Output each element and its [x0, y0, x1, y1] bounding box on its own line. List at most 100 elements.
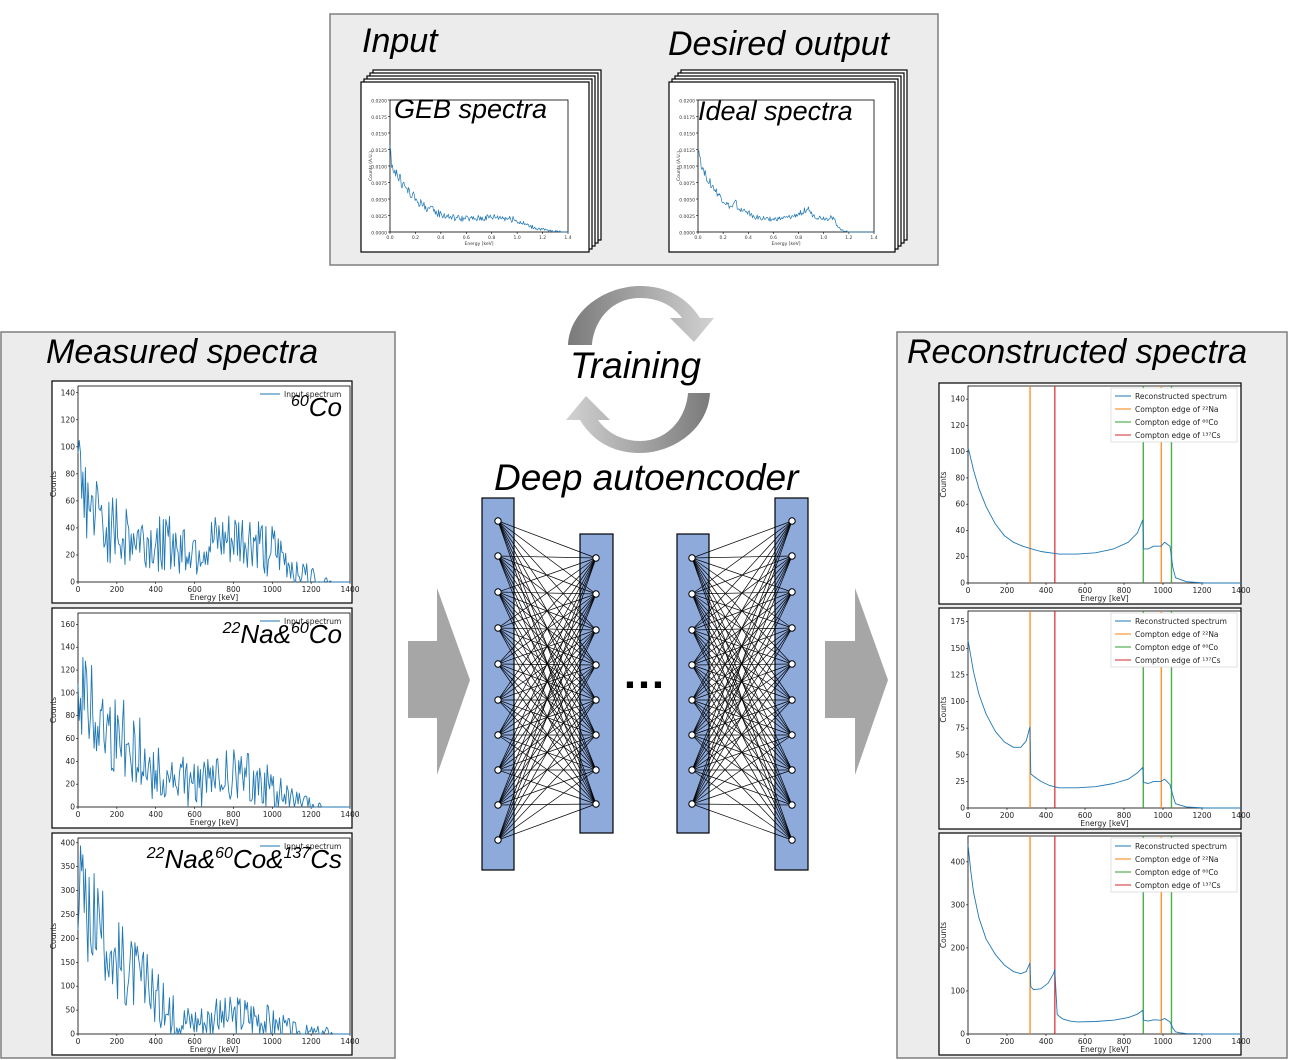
- y-axis-label: Counts: [939, 696, 948, 722]
- x-tick-label: 600: [1078, 1037, 1093, 1046]
- y-tick-label: 0.0000: [371, 231, 387, 237]
- network-connection: [691, 803, 793, 806]
- reconstructed-spectra-title: Reconstructed spectra: [907, 333, 1247, 371]
- network-node: [688, 590, 696, 598]
- network-connection: [497, 557, 597, 593]
- y-tick-label: 150: [61, 958, 76, 967]
- y-tick-label: 140: [61, 388, 76, 397]
- y-tick-label: 140: [61, 643, 76, 652]
- network-node: [592, 626, 600, 634]
- y-axis-label: Counts (A.U.): [676, 151, 682, 181]
- network-node: [494, 552, 502, 560]
- geb-spectra-label: GEB spectra: [394, 94, 547, 124]
- x-tick-label: 200: [110, 585, 125, 594]
- x-tick-label: 0.0: [386, 235, 393, 241]
- network-node: [788, 731, 796, 739]
- measured-spectra-title: Measured spectra: [46, 333, 318, 371]
- y-tick-label: 120: [951, 421, 966, 430]
- legend-box: [1110, 387, 1238, 443]
- network-connection: [497, 734, 597, 841]
- x-tick-label: 800: [226, 1037, 241, 1046]
- plot-frame: [77, 612, 351, 808]
- y-tick-label: 0.0175: [679, 115, 695, 121]
- network-node: [688, 661, 696, 669]
- y-tick-label: 60: [955, 500, 965, 509]
- legend-box: [1110, 612, 1238, 668]
- x-tick-label: 400: [1039, 811, 1054, 820]
- x-tick-label: 400: [149, 810, 164, 819]
- y-tick-label: 400: [61, 838, 76, 847]
- y-tick-label: 0.0075: [679, 181, 695, 187]
- x-tick-label: 1.2: [539, 235, 546, 241]
- x-tick-label: 0.4: [745, 235, 752, 241]
- input-flow-arrow-icon: [408, 588, 470, 775]
- network-connection: [691, 769, 793, 841]
- spectrum-line: [77, 439, 350, 583]
- x-tick-label: 0.6: [463, 235, 470, 241]
- y-tick-label: 60: [65, 496, 75, 505]
- y-tick-label: 100: [61, 688, 76, 697]
- legend-box: [1110, 837, 1238, 893]
- y-tick-label: 0: [960, 1030, 965, 1039]
- x-axis-label: Energy [keV]: [465, 241, 494, 247]
- spectrum-line: [967, 639, 1241, 809]
- y-axis-label: Counts (A.U.): [368, 151, 374, 181]
- x-tick-label: 1200: [1192, 586, 1211, 595]
- y-tick-label: 0.0075: [371, 181, 387, 187]
- x-tick-label: 1400: [1231, 586, 1250, 595]
- plot-frame: [77, 837, 351, 1035]
- network-connection: [497, 769, 597, 841]
- y-tick-label: 40: [65, 757, 75, 766]
- y-tick-label: 160: [61, 620, 76, 629]
- network-connection: [691, 663, 793, 771]
- geb-spectra-stack: [360, 69, 602, 253]
- desired-output-label: Desired output: [668, 25, 891, 63]
- x-tick-label: 1400: [1231, 811, 1250, 820]
- y-tick-label: 0: [70, 803, 75, 812]
- network-connection: [497, 555, 597, 559]
- x-axis-label: Energy [keV]: [1080, 819, 1128, 828]
- network-connection: [691, 803, 793, 841]
- y-tick-label: 20: [955, 552, 965, 561]
- y-tick-label: 0.0150: [371, 132, 387, 138]
- y-tick-label: 175: [951, 617, 966, 626]
- x-tick-label: 0: [76, 810, 81, 819]
- spectrum-line: [697, 149, 874, 233]
- network-connection: [497, 555, 597, 701]
- measured-spectrum-na22-co60-chart: 0 200 400 600 800 1000 1200 1400 0 20 40 60 80 100 120…: [49, 607, 360, 829]
- network-node: [788, 588, 796, 596]
- network-connection: [691, 663, 793, 805]
- x-tick-label: 1000: [263, 585, 282, 594]
- y-tick-label: 125: [951, 670, 966, 679]
- deep-autoencoder-label: Deep autoencoder: [494, 457, 800, 498]
- y-tick-label: 25: [955, 777, 965, 786]
- y-tick-label: 50: [955, 750, 965, 759]
- x-tick-label: 800: [1117, 586, 1132, 595]
- x-tick-label: 200: [1000, 1037, 1015, 1046]
- x-tick-label: 1000: [1153, 1037, 1172, 1046]
- network-connection: [691, 629, 793, 665]
- network-node: [592, 590, 600, 598]
- y-tick-label: 20: [65, 550, 75, 559]
- network-connection: [691, 663, 793, 666]
- x-tick-label: 200: [1000, 811, 1015, 820]
- x-tick-label: 0.4: [437, 235, 444, 241]
- spectrum-line: [77, 657, 350, 808]
- x-tick-label: 0: [76, 1037, 81, 1046]
- x-tick-label: 1.0: [820, 235, 827, 241]
- legend-entry: Compton edge of ¹³⁷Cs: [1135, 431, 1221, 440]
- ideal-spectra-label: Ideal spectra: [698, 96, 853, 126]
- training-cycle-icon: [566, 286, 714, 453]
- x-tick-label: 1200: [1192, 811, 1211, 820]
- network-node: [788, 660, 796, 668]
- network-node: [494, 731, 502, 739]
- network-node: [494, 517, 502, 525]
- y-tick-label: 20: [65, 780, 75, 789]
- measured-spectrum-na22-co60-cs137-chart: 0 200 400 600 800 1000 1200 1400 0 50 100 150 200 250…: [49, 832, 360, 1056]
- x-tick-label: 0: [966, 586, 971, 595]
- input-label: Input: [362, 22, 439, 60]
- network-connection: [497, 663, 597, 805]
- network-connection: [497, 557, 597, 665]
- network-node: [592, 696, 600, 704]
- legend-entry: Compton edge of ⁶⁰Co: [1135, 418, 1219, 427]
